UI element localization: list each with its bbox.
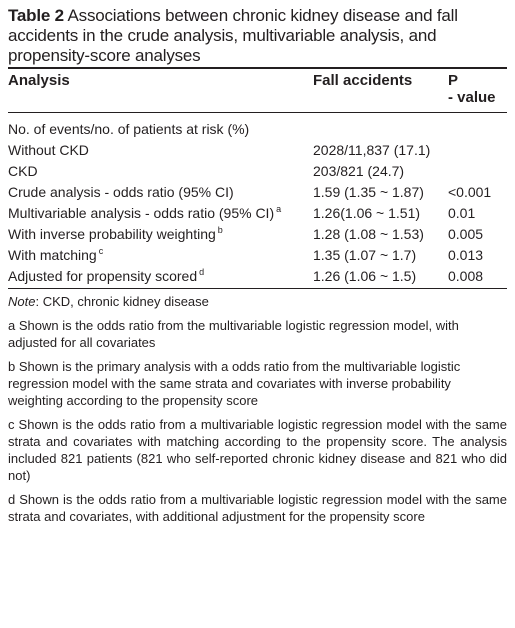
note-label: Note	[8, 293, 36, 309]
table-row: No. of events/no. of patients at risk (%…	[8, 113, 507, 138]
table-row: With matching c 1.35 (1.07 ~ 1.7) 0.013	[8, 243, 507, 264]
p-value: 0.005	[448, 225, 484, 242]
table-number: Table 2	[8, 6, 64, 25]
p-value: <0.001	[448, 183, 492, 200]
fall-accidents-value: 1.26 (1.06 ~ 1.5)	[313, 267, 417, 284]
row-label-text: No. of events/no. of patients at risk (%…	[8, 120, 250, 137]
note-text: : CKD, chronic kidney disease	[35, 293, 209, 309]
p-value	[448, 159, 507, 180]
row-label-text: Adjusted for propensity scored	[8, 267, 198, 284]
fall-accidents-value: 1.35 (1.07 ~ 1.7)	[313, 246, 417, 263]
header-row: Analysis Fall accidents P - value	[8, 69, 507, 112]
row-label-text: With inverse probability weighting	[8, 225, 216, 242]
p-value: 0.01	[448, 204, 476, 221]
row-label: With inverse probability weighting b	[8, 222, 313, 243]
abbreviation-note: Note: CKD, chronic kidney disease	[8, 293, 507, 310]
header-p-value: P - value	[448, 71, 496, 106]
footnote-marker: b	[217, 224, 223, 235]
p-value: 0.013	[448, 246, 484, 263]
row-label: CKD	[8, 159, 313, 180]
bottom-rule	[8, 287, 507, 289]
row-label: Without CKD	[8, 138, 313, 159]
footnote-marker: c	[98, 245, 104, 256]
fall-accidents-value: 1.26(1.06 ~ 1.51)	[313, 204, 421, 221]
row-label: Crude analysis - odds ratio (95% CI)	[8, 180, 313, 201]
table-row: Adjusted for propensity scored d 1.26 (1.0…	[8, 264, 507, 285]
row-label: Multivariable analysis - odds ratio (95%…	[8, 201, 313, 222]
p-value: 0.008	[448, 267, 484, 284]
row-label: No. of events/no. of patients at risk (%…	[8, 113, 507, 138]
row-label-text: With matching	[8, 246, 97, 263]
table-caption: Table 2 Associations between chronic kid…	[8, 6, 507, 66]
table-row: Crude analysis - odds ratio (95% CI) 1.59…	[8, 180, 507, 201]
table-notes: Note: CKD, chronic kidney disease a Show…	[8, 293, 507, 525]
results-table: Analysis Fall accidents P - value	[8, 69, 507, 112]
header-rule	[8, 111, 507, 113]
footnote-a: a Shown is the odds ratio from the multi…	[8, 317, 459, 350]
top-rule	[8, 67, 507, 69]
table-row: CKD 203/821 (24.7)	[8, 159, 507, 180]
fall-accidents-value: 2028/11,837 (17.1)	[313, 141, 431, 158]
header-analysis: Analysis	[8, 71, 70, 89]
fall-accidents-value: 1.28 (1.08 ~ 1.53)	[313, 225, 424, 242]
results-body: No. of events/no. of patients at risk (%…	[8, 113, 507, 285]
caption-text: Associations between chronic kidney dise…	[8, 6, 458, 65]
row-label-text: Multivariable analysis - odds ratio (95%…	[8, 204, 275, 221]
footnote-c: c Shown is the odds ratio from a multiva…	[8, 416, 507, 483]
header-fall-accidents: Fall accidents	[313, 71, 413, 89]
fall-accidents-value: 203/821 (24.7)	[313, 162, 405, 179]
row-label: Adjusted for propensity scored d	[8, 264, 313, 285]
row-label-text: Without CKD	[8, 141, 89, 158]
fall-accidents-value: 1.59 (1.35 ~ 1.87)	[313, 183, 424, 200]
row-label-text: CKD	[8, 162, 38, 179]
table-row: With inverse probability weighting b 1.28 …	[8, 222, 507, 243]
table-row: Multivariable analysis - odds ratio (95%…	[8, 201, 507, 222]
row-label: With matching c	[8, 243, 313, 264]
p-value	[448, 138, 507, 159]
footnote-b: b Shown is the primary analysis with a o…	[8, 358, 461, 408]
footnote-marker: d	[199, 266, 205, 277]
table-row: Without CKD 2028/11,837 (17.1)	[8, 138, 507, 159]
footnote-marker: a	[276, 203, 282, 214]
footnote-d: d Shown is the odds ratio from a multiva…	[8, 491, 507, 524]
row-label-text: Crude analysis - odds ratio (95% CI)	[8, 183, 234, 200]
